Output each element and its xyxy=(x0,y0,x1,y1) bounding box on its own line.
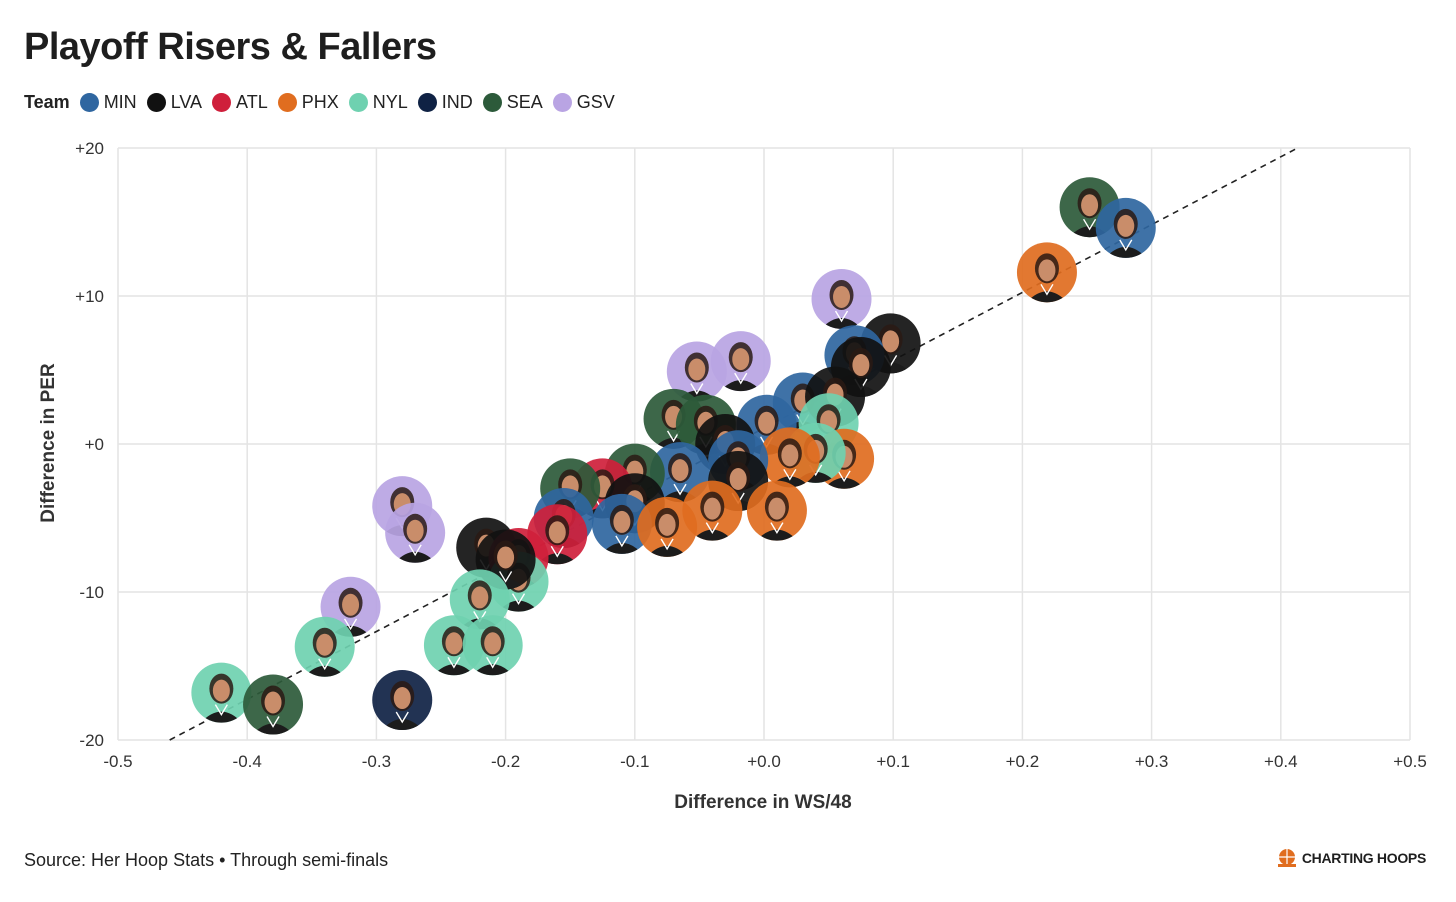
player-point xyxy=(372,670,433,731)
player-avatar-icon xyxy=(688,491,737,541)
legend-swatch xyxy=(417,93,437,112)
player-point xyxy=(682,480,743,541)
player-avatar-icon xyxy=(1101,208,1150,258)
legend-item-min: MIN xyxy=(79,92,137,113)
player-point xyxy=(462,615,523,676)
legend-swatch xyxy=(79,93,99,112)
x-tick-label: +0.1 xyxy=(876,752,910,771)
source-note: Source: Her Hoop Stats • Through semi-fi… xyxy=(24,850,389,870)
player-point xyxy=(243,674,304,735)
player-point xyxy=(759,427,820,488)
data-points xyxy=(191,177,1156,735)
player-point xyxy=(591,493,652,554)
x-tick-labels: -0.5 -0.4 -0.3 -0.2 -0.1 +0.0 +0.1 +0.2 +0.3 +0.4… xyxy=(103,752,1426,771)
y-axis-label: Difference in PER xyxy=(38,363,59,523)
player-avatar-icon xyxy=(817,279,866,329)
y-tick-label: +20 xyxy=(75,139,104,158)
player-avatar-icon xyxy=(468,626,517,676)
player-avatar-icon xyxy=(597,504,646,554)
legend-label: MIN xyxy=(103,92,137,112)
player-avatar-icon xyxy=(752,491,801,541)
legend-item-sea: SEA xyxy=(482,92,543,113)
legend-item-phx: PHX xyxy=(277,92,339,113)
y-tick-labels: -20 -10 +0 +10 +20 xyxy=(75,139,104,750)
legend-swatch xyxy=(552,93,572,112)
legend-item-gsv: GSV xyxy=(552,92,615,113)
player-avatar-icon xyxy=(656,453,705,503)
player-avatar-icon xyxy=(249,685,298,735)
legend-swatch xyxy=(277,93,297,112)
x-tick-label: -0.3 xyxy=(362,752,391,771)
legend-item-ind: IND xyxy=(417,92,473,113)
x-axis-label: Difference in WS/48 xyxy=(674,792,851,813)
legend-label: LVA xyxy=(170,92,203,112)
y-tick-label: -20 xyxy=(79,731,104,750)
legend-label: NYL xyxy=(372,92,408,112)
x-tick-label: +0.5 xyxy=(1393,752,1427,771)
player-avatar-icon xyxy=(391,513,440,563)
player-point xyxy=(637,496,698,557)
player-point xyxy=(746,480,807,541)
y-tick-label: +0 xyxy=(85,435,104,454)
player-point xyxy=(1095,197,1156,258)
y-tick-label: -10 xyxy=(79,583,104,602)
x-tick-label: +0.2 xyxy=(1006,752,1040,771)
player-point xyxy=(191,662,252,723)
player-avatar-icon xyxy=(300,627,349,677)
player-point xyxy=(1016,242,1077,303)
player-avatar-icon xyxy=(378,681,427,731)
player-avatar-icon xyxy=(1022,253,1071,303)
player-avatar-icon xyxy=(533,515,582,565)
brand-logo: CHARTING HOOPS xyxy=(1276,848,1426,868)
player-point xyxy=(294,616,355,677)
chart-title: Playoff Risers & Fallers xyxy=(24,26,437,68)
legend-item-lva: LVA xyxy=(146,92,203,113)
x-tick-label: -0.4 xyxy=(233,752,262,771)
x-tick-label: -0.2 xyxy=(491,752,520,771)
player-point xyxy=(527,504,588,565)
x-tick-label: +0.0 xyxy=(747,752,781,771)
legend-swatch xyxy=(146,93,166,112)
player-avatar-icon xyxy=(716,342,765,392)
legend-label: GSV xyxy=(576,92,615,112)
legend-item-atl: ATL xyxy=(212,92,268,113)
y-tick-label: +10 xyxy=(75,287,104,306)
x-tick-label: -0.1 xyxy=(620,752,649,771)
legend-swatch xyxy=(482,93,502,112)
legend-label: PHX xyxy=(301,92,339,112)
legend-swatch xyxy=(348,93,368,112)
team-legend: Team MIN LVA ATL PHX NYL IND SEA GSV xyxy=(24,92,625,113)
legend-item-nyl: NYL xyxy=(348,92,408,113)
player-point xyxy=(385,502,446,563)
player-point xyxy=(811,268,872,329)
legend-title: Team xyxy=(24,92,70,112)
legend-items: MIN LVA ATL PHX NYL IND SEA GSV xyxy=(79,92,625,113)
brand-name: CHARTING HOOPS xyxy=(1301,850,1426,866)
x-tick-label: +0.3 xyxy=(1135,752,1169,771)
legend-label: ATL xyxy=(236,92,268,112)
x-tick-label: -0.5 xyxy=(103,752,132,771)
player-avatar-icon xyxy=(643,507,692,557)
legend-label: IND xyxy=(441,92,473,112)
x-tick-label: +0.4 xyxy=(1264,752,1298,771)
player-avatar-icon xyxy=(429,626,478,676)
legend-label: SEA xyxy=(506,92,543,112)
basketball-hoop-icon xyxy=(1277,849,1296,867)
player-avatar-icon xyxy=(197,673,246,723)
legend-swatch xyxy=(212,93,232,112)
